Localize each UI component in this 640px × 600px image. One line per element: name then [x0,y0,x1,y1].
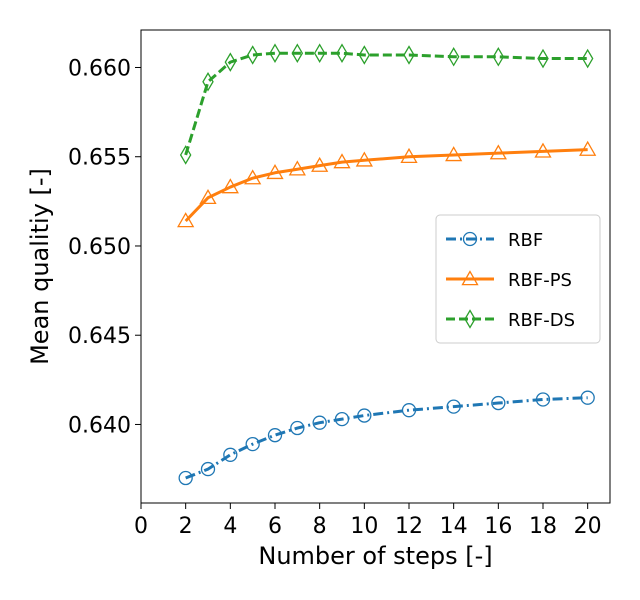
legend-marker-rbf [462,231,478,247]
axes-frame [140,29,611,504]
data-point-rbf [401,403,417,418]
data-point-rbf-ds [447,46,460,67]
data-point-rbf-ps [288,160,306,176]
data-point-rbf-ds [291,43,304,63]
x-tick-label: 8 [313,514,327,539]
data-point-rbf-ds [336,43,348,63]
data-point-rbf [245,436,260,452]
legend: RBF RBF-PS RBF-DS [435,214,601,344]
data-point-rbf-ps [400,147,418,164]
legend-marker-rbf-ds [464,309,476,329]
data-point-rbf-ps [221,178,239,194]
data-point-rbf-ps [534,142,552,158]
data-point-rbf-ps [244,169,262,185]
legend-label-rbf-ps: RBF-PS [508,270,572,291]
data-point-rbf [535,392,551,407]
legend-label-rbf: RBF [508,230,543,251]
y-tick-label: 0.660 [68,56,131,81]
data-point-rbf-ds [492,46,505,67]
data-point-rbf [290,420,305,436]
data-point-rbf-ps [579,140,597,156]
y-axis-ticks: 0.640 0.645 0.650 0.655 0.660 [68,56,141,438]
y-tick-label: 0.645 [68,324,131,349]
data-point-rbf [491,395,506,411]
x-axis-label: Number of steps [-] [258,542,492,570]
data-point-rbf [580,390,595,405]
x-tick-label: 2 [179,514,193,539]
data-point-rbf-ds [246,45,259,65]
series-line-rbf [185,396,588,480]
data-point-rbf [223,447,238,462]
data-point-rbf-ps [177,212,195,228]
y-axis-label: Mean qualitiy [-] [26,168,54,365]
x-axis-ticks: 0 2 4 6 8 10 12 14 16 18 20 [134,503,602,539]
x-tick-label: 20 [574,514,602,539]
x-tick-label: 14 [440,514,468,539]
x-tick-label: 10 [350,514,378,539]
series-rbf-ps [177,140,597,228]
legend-box [435,214,601,344]
data-point-rbf-ps [355,151,373,167]
data-point-rbf-ds [313,43,326,63]
data-point-rbf [200,461,216,477]
y-tick-label: 0.650 [68,235,131,260]
legend-label-rbf-ds: RBF-DS [508,310,575,331]
legend-marker-rbf-ps [461,270,479,286]
data-point-rbf [334,411,350,427]
x-tick-label: 16 [484,514,512,539]
data-point-rbf-ds [581,48,594,69]
x-tick-label: 18 [529,514,557,539]
series-line-rbf-ps [184,148,588,223]
plot-area [177,43,597,486]
data-point-rbf-ps [266,163,284,180]
x-tick-label: 0 [134,514,148,539]
data-point-rbf-ps [199,188,217,205]
data-point-rbf-ds [358,45,371,65]
data-point-rbf-ds [202,71,214,92]
data-point-rbf [357,408,372,423]
data-point-rbf-ps [445,146,463,162]
data-point-rbf-ds [269,43,281,63]
data-point-rbf [267,428,283,443]
data-point-rbf-ps [489,144,507,160]
y-tick-label: 0.640 [68,413,131,438]
x-tick-label: 4 [223,514,237,539]
x-tick-label: 6 [268,514,282,539]
y-tick-label: 0.655 [68,146,131,171]
x-tick-label: 12 [395,514,423,539]
series-line-rbf-ds [184,51,588,156]
data-point-rbf-ds [224,52,237,72]
data-point-rbf-ds [179,145,192,165]
data-point-rbf [178,470,193,486]
data-point-rbf-ds [403,45,415,65]
data-point-rbf-ds [537,48,549,69]
data-point-rbf [446,399,461,414]
data-point-rbf-ps [333,153,351,169]
series-rbf-ds [179,43,594,165]
data-point-rbf [312,415,327,430]
data-point-rbf-ps [311,156,329,172]
series-rbf [178,390,595,486]
